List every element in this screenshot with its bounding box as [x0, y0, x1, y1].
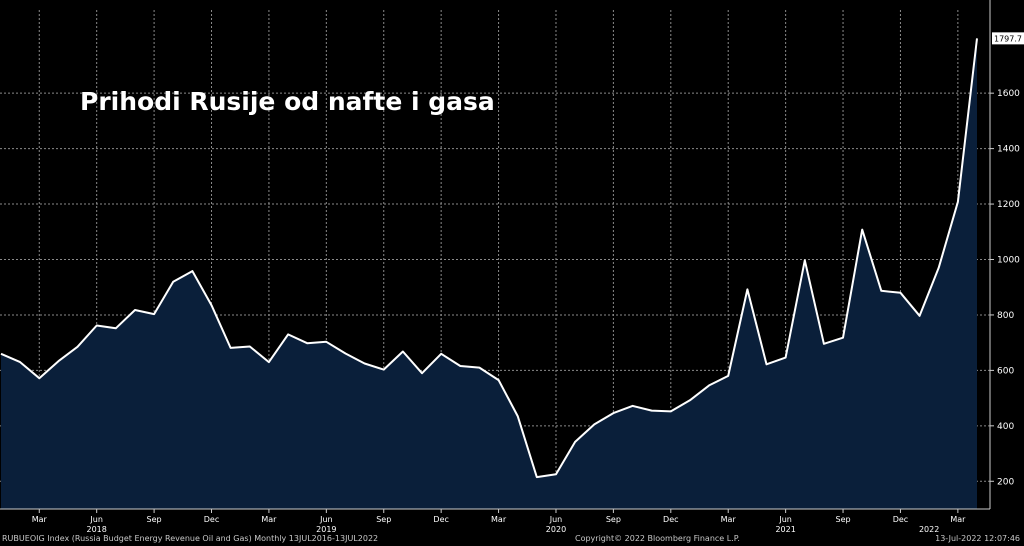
area-fill: [1, 38, 977, 510]
y-tick-label: 1200: [997, 200, 1020, 210]
y-tick-label: 800: [997, 311, 1014, 321]
x-year-label: 2019: [316, 525, 336, 534]
x-tick-label: Jun: [778, 515, 792, 524]
x-tick-label: Sep: [147, 515, 162, 524]
y-tick-label: 600: [997, 366, 1014, 376]
x-tick-label: Mar: [950, 515, 966, 524]
footer-source: RUBUEOIG Index (Russia Budget Energy Rev…: [2, 534, 379, 543]
y-tick-label: 1000: [997, 256, 1020, 266]
y-tick-label: 1400: [997, 145, 1020, 155]
x-tick-label: Dec: [893, 515, 908, 524]
x-tick-label: Dec: [663, 515, 678, 524]
x-tick-label: Sep: [606, 515, 621, 524]
x-tick-label: Jun: [319, 515, 333, 524]
y-axis: 200 400 600 800 1000 1200 1400 1600 1797.7: [989, 0, 1024, 509]
x-year-label: 2021: [775, 525, 795, 534]
chart-title: Prihodi Rusije od nafte i gasa: [80, 87, 495, 116]
area-series: [0, 38, 978, 510]
y-tick-label: 1600: [997, 89, 1020, 99]
x-year-label: 2020: [546, 525, 566, 534]
y-tick-label: 200: [997, 477, 1014, 487]
x-tick-label: Dec: [204, 515, 219, 524]
x-year-label: 2018: [87, 525, 107, 534]
footer-timestamp: 13-Jul-2022 12:07:46: [935, 534, 1020, 543]
x-tick-label: Jun: [89, 515, 103, 524]
x-tick-label: Jun: [549, 515, 563, 524]
series-line: [0, 38, 978, 479]
last-value-label: 1797.7: [994, 34, 1022, 43]
x-year-label: 2022: [919, 525, 939, 534]
x-tick-label: Mar: [261, 515, 277, 524]
x-tick-label: Mar: [32, 515, 48, 524]
footer-copyright: Copyright© 2022 Bloomberg Finance L.P.: [575, 534, 740, 543]
x-tick-label: Dec: [433, 515, 448, 524]
x-axis: Mar Jun Sep Dec Mar Jun Sep Dec Mar Jun Sep Dec Mar J…: [0, 508, 990, 534]
x-tick-label: Mar: [721, 515, 737, 524]
y-tick-label: 400: [997, 422, 1014, 432]
last-value-box: [992, 32, 1024, 45]
x-tick-label: Mar: [491, 515, 507, 524]
x-tick-label: Sep: [836, 515, 851, 524]
x-tick-label: Sep: [376, 515, 391, 524]
